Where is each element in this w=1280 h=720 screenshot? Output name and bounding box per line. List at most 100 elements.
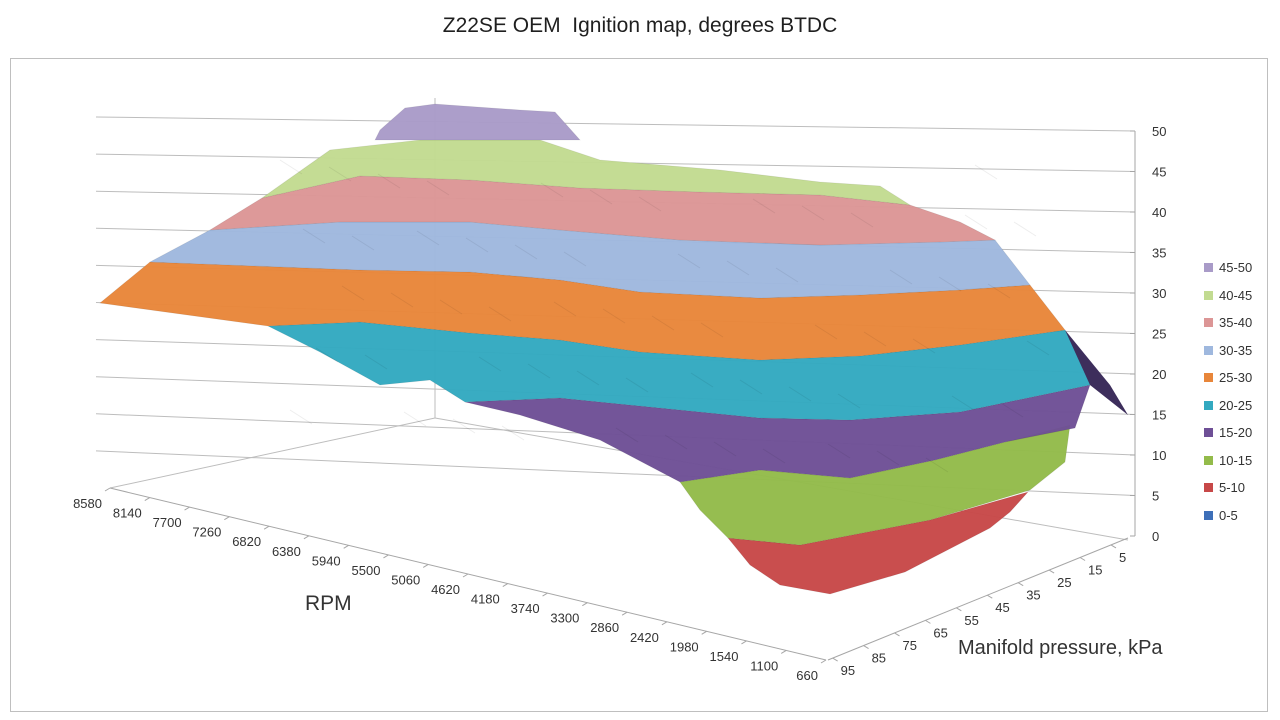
- legend: 45-50 40-45 35-40 30-35 25-30 20-25 15-20 10-15…: [1204, 254, 1252, 529]
- surface-facet: [426, 180, 450, 196]
- legend-swatch: [1204, 290, 1213, 300]
- surface-facet: [827, 443, 851, 459]
- surface-facet: [837, 393, 861, 409]
- legend-swatch: [1204, 510, 1213, 520]
- surface-facet: [651, 315, 675, 331]
- surface-facet: [788, 386, 812, 402]
- surface-facet: [452, 418, 476, 434]
- surface-facet: [576, 370, 600, 386]
- legend-label: 30-35: [1219, 342, 1253, 358]
- z-tick-label: 5: [1152, 489, 1159, 504]
- pressure-tick-label: 55: [964, 613, 978, 628]
- surface-facet: [775, 267, 799, 283]
- surface-facet: [602, 308, 626, 324]
- rpm-tick-label: 660: [796, 668, 818, 683]
- rpm-tick: [224, 516, 230, 521]
- z-tick-label: 50: [1152, 124, 1166, 139]
- legend-swatch: [1204, 455, 1213, 465]
- pressure-tick: [1079, 557, 1086, 561]
- pressure-tick: [832, 657, 838, 662]
- z-tick-label: 45: [1152, 165, 1166, 180]
- surface-facet: [1000, 402, 1024, 418]
- rpm-tick-label: 8580: [73, 496, 102, 511]
- pressure-tick: [925, 619, 931, 624]
- legend-label: 45-50: [1219, 260, 1253, 276]
- surface-facet: [1013, 221, 1037, 237]
- rpm-axis-tick-labels: 8580 8140 7700 7260 6820 6380 5940 5500 5060 4620…: [73, 496, 818, 683]
- surface-facet: [615, 427, 639, 443]
- z-axis-tick-labels: 0 5 10 15 20 25 30 35 40 45 50: [1152, 124, 1166, 544]
- surface-facet: [690, 372, 714, 388]
- legend-item: 20-25: [1204, 392, 1252, 420]
- rpm-tick-label: 5500: [352, 563, 381, 578]
- pressure-tick: [1048, 569, 1055, 574]
- legend-label: 15-20: [1219, 425, 1253, 441]
- rpm-tick: [582, 602, 588, 607]
- rpm-tick: [661, 621, 668, 626]
- legend-label: 0-5: [1219, 507, 1238, 523]
- rpm-tick: [820, 659, 827, 664]
- pressure-tick: [987, 594, 993, 599]
- surface-facet: [465, 237, 489, 253]
- pressure-tick-label: 35: [1026, 588, 1040, 603]
- surface-facet: [289, 409, 313, 425]
- z-tick-label: 35: [1152, 246, 1166, 261]
- rpm-tick-label: 3300: [550, 611, 579, 626]
- rpm-tick-label: 6820: [232, 534, 261, 549]
- surface-facet: [974, 164, 998, 180]
- surface-facet: [390, 292, 414, 308]
- pressure-tick-label: 95: [841, 663, 855, 678]
- pressure-tick: [1017, 582, 1024, 587]
- surface-facet: [553, 301, 577, 317]
- surface-facet: [713, 441, 737, 457]
- pressure-tick: [1110, 544, 1117, 549]
- z-tick-label: 20: [1152, 367, 1166, 382]
- pressure-axis-tick-labels: 95 85 75 65 55 45 35 25 15 5: [841, 550, 1127, 678]
- surface-facet: [478, 356, 502, 372]
- rpm-tick-label: 4620: [431, 582, 460, 597]
- rpm-tick-label: 2420: [630, 630, 659, 645]
- rpm-tick-label: 1980: [670, 639, 699, 654]
- legend-label: 20-25: [1219, 397, 1253, 413]
- legend-item: 10-15: [1204, 447, 1252, 475]
- legend-swatch: [1204, 263, 1213, 273]
- surface-facet: [664, 434, 688, 450]
- surface-facet: [501, 425, 525, 441]
- rpm-tick: [104, 487, 111, 492]
- legend-item: 35-40: [1204, 309, 1252, 337]
- surface-facet: [876, 450, 900, 466]
- axis-lines: [104, 130, 1136, 664]
- x-axis-title: RPM: [305, 592, 352, 615]
- rpm-tick-label: 1540: [710, 649, 739, 664]
- surface-facet: [625, 377, 649, 393]
- rpm-tick: [303, 535, 310, 540]
- surface-facet: [964, 214, 988, 230]
- surface-facet: [302, 228, 326, 244]
- legend-item: 0-5: [1204, 502, 1252, 530]
- pressure-tick: [863, 645, 869, 649]
- surface-facet: [377, 173, 401, 189]
- band-35-40: [209, 175, 997, 246]
- legend-item: 30-35: [1204, 337, 1252, 365]
- surface-facet: [889, 269, 913, 285]
- surface-facet: [328, 166, 352, 182]
- gridline: [95, 116, 1136, 132]
- rpm-tick-label: 5060: [391, 572, 420, 587]
- legend-label: 5-10: [1219, 480, 1246, 496]
- rpm-tick: [621, 611, 628, 616]
- rpm-tick-label: 3740: [511, 601, 540, 616]
- rpm-tick: [343, 544, 349, 549]
- legend-label: 10-15: [1219, 452, 1253, 468]
- surface-bands: [99, 103, 1128, 595]
- rpm-tick-label: 1100: [750, 658, 778, 673]
- surface-facet: [514, 244, 538, 260]
- pressure-tick: [894, 632, 900, 637]
- rpm-tick-label: 7700: [153, 515, 182, 530]
- legend-item: 5-10: [1204, 474, 1252, 502]
- pressure-tick-label: 15: [1088, 562, 1102, 577]
- surface-facet: [700, 322, 724, 338]
- rpm-tick: [263, 525, 270, 530]
- rpm-tick: [184, 506, 190, 511]
- z-tick-label: 10: [1152, 448, 1166, 463]
- surface-facet: [315, 347, 339, 363]
